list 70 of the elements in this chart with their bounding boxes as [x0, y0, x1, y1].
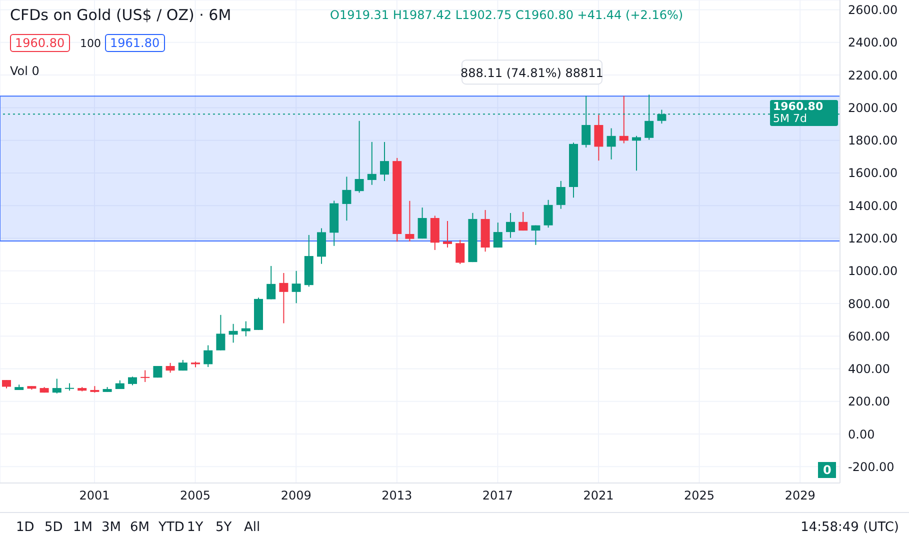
y-tick-label: 0.00: [848, 427, 875, 442]
y-tick-label: 1400.00: [848, 198, 898, 213]
candlestick: [228, 323, 238, 344]
candlestick: [292, 270, 301, 304]
y-tick-label: 2400.00: [848, 36, 898, 50]
annotation: 1961.80: [105, 34, 165, 52]
candlestick: [544, 199, 553, 228]
text: 1M: [73, 520, 92, 535]
annotation: 100: [80, 37, 101, 50]
y-tick-label: 400.00: [848, 362, 890, 376]
y-tick-label: 2600.00: [848, 3, 898, 18]
candlestick: [456, 240, 465, 265]
candlestick: [405, 200, 414, 242]
text: 3M: [102, 520, 121, 535]
band-label: 888.11 (74.81%) 88811: [460, 66, 604, 80]
text: 14:58:49 (UTC): [800, 520, 899, 535]
annotation: 1960.80: [10, 34, 70, 52]
x-tick-label: 2005: [180, 488, 211, 503]
candlestick: [594, 114, 604, 162]
candlestick: [279, 272, 288, 324]
candlestick: [204, 344, 213, 368]
annotation: 0: [818, 462, 836, 478]
candlestick: [418, 207, 427, 240]
candlestick: [619, 95, 628, 144]
y-tick-label: 1800.00: [848, 134, 898, 148]
text: 6M: [130, 520, 150, 535]
candlestick: [556, 180, 566, 210]
y-tick-label: 1600.00: [848, 166, 898, 180]
y-tick-label: 600.00: [848, 329, 890, 344]
ref-line-label: 1960.80: [773, 100, 824, 114]
candlestick: [216, 314, 226, 351]
y-tick-label: 2200.00: [848, 68, 898, 82]
candlestick: [506, 212, 515, 238]
candlestick: [52, 378, 62, 394]
candlestick: [354, 120, 364, 194]
candlestick: [367, 141, 376, 186]
y-tick-label: 800.00: [848, 296, 890, 311]
y-tick-label: 1000.00: [848, 264, 898, 278]
annotation: 5M 7d: [773, 112, 808, 126]
x-tick-label: 2013: [382, 488, 412, 503]
candlestick: [380, 141, 389, 182]
candlestick: [493, 222, 502, 248]
candlestick: [342, 176, 352, 222]
candlestick: [531, 224, 540, 246]
x-tick-label: 2021: [583, 488, 614, 503]
candlestick: [606, 128, 616, 160]
x-tick-label: 2009: [280, 488, 312, 503]
text: 1D: [16, 520, 34, 535]
candlestick: [166, 362, 175, 374]
text: 5Y: [216, 520, 232, 535]
x-tick-label: 2017: [482, 488, 513, 503]
x-tick-label: 2001: [79, 488, 110, 503]
annotation: Vol 0: [10, 64, 40, 78]
x-tick-label: 2025: [684, 488, 715, 503]
y-tick-label: 2000.00: [848, 100, 898, 115]
y-tick-label: 200.00: [848, 394, 890, 409]
candlestick: [632, 135, 641, 172]
y-tick-label: 1200.00: [848, 231, 898, 246]
text: O1919.31 H1987.42 L1902.75 C1960.80 +41.44 (+2.16%): [330, 8, 684, 22]
candlestick: [266, 265, 276, 300]
x-tick-label: 2029: [784, 488, 816, 503]
candlestick: [140, 370, 150, 382]
y-tick-label: -200.00: [848, 460, 894, 474]
candlestick: [518, 211, 528, 232]
text: CFDs on Gold (US$ / OZ) · 6M: [10, 6, 232, 24]
candlestick: [443, 220, 452, 248]
text: 1Y: [187, 520, 204, 535]
text: YTD: [158, 520, 184, 535]
text: All: [244, 520, 260, 535]
text: 5D: [44, 520, 63, 535]
